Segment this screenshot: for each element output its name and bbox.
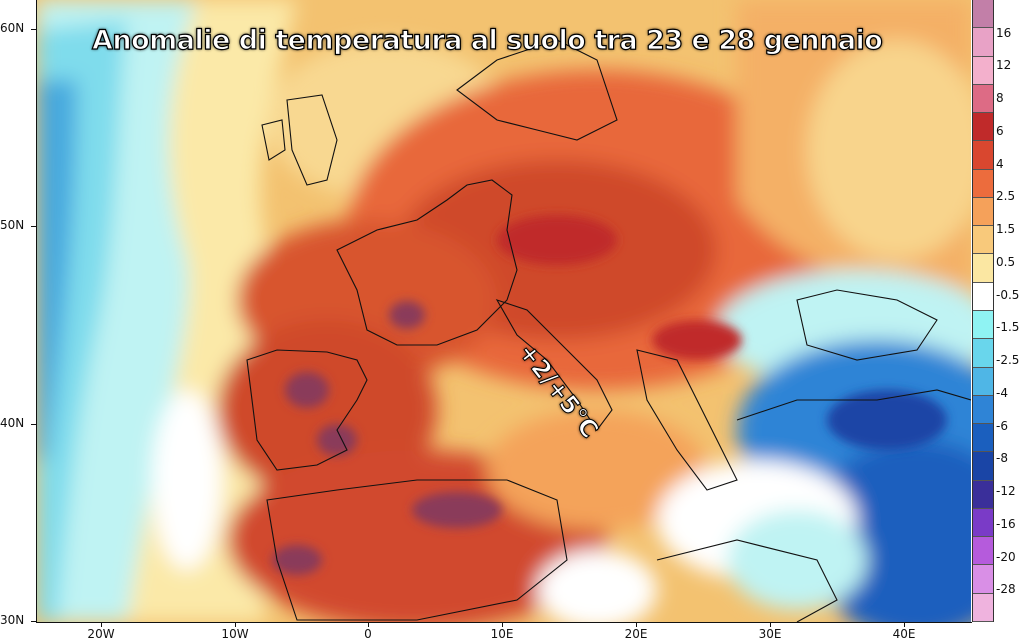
lat-label-40n: 40N xyxy=(0,416,25,430)
austria-very-warm xyxy=(497,215,617,265)
legend-color-box xyxy=(973,593,993,622)
map-title: Anomalie di temperatura al suolo tra 23 … xyxy=(91,24,883,56)
atlantic-near-zero xyxy=(152,390,222,570)
legend-value-label: 4 xyxy=(996,156,1004,171)
iberia-hot-core-south xyxy=(317,424,357,456)
coastlines xyxy=(246,39,971,622)
iberia-coastline xyxy=(246,349,368,471)
lon-label-10w: 10W xyxy=(221,627,249,641)
bottom-axis-line xyxy=(36,622,972,623)
legend-color-box xyxy=(973,226,993,255)
lon-tick-10w xyxy=(235,622,236,627)
legend-color-box xyxy=(973,141,993,170)
legend-value-label: 16 xyxy=(996,25,1012,40)
legend-color-box xyxy=(973,56,993,85)
legend-color-box xyxy=(973,339,993,368)
legend-value-label: -12 xyxy=(996,484,1016,499)
balkans-very-warm xyxy=(652,320,742,360)
morocco-hot-core xyxy=(272,545,322,575)
legend-value-label: -2.5 xyxy=(996,353,1020,368)
black-sea-coastline xyxy=(796,289,938,361)
color-scale-legend xyxy=(972,0,994,622)
scandinavia-coastline xyxy=(456,39,618,141)
lon-tick-0 xyxy=(368,622,369,627)
legend-color-box xyxy=(973,282,993,311)
legend-value-label: 6 xyxy=(996,123,1004,138)
legend-value-label: 2.5 xyxy=(996,189,1016,204)
legend-value-label: 8 xyxy=(996,91,1004,106)
left-axis-line xyxy=(36,0,37,623)
libya-near-zero xyxy=(537,550,657,622)
lon-label-40e: 40E xyxy=(892,627,916,641)
lat-label-50n: 50N xyxy=(0,218,25,232)
lon-tick-30e xyxy=(770,622,771,627)
mediterranean-mild xyxy=(487,410,707,530)
legend-color-box xyxy=(973,197,993,227)
lat-tick-40n xyxy=(31,424,37,425)
lat-tick-60n xyxy=(31,29,37,30)
balkan-coastline xyxy=(636,349,738,491)
legend-color-box xyxy=(973,254,993,283)
legend-value-label: 1.5 xyxy=(996,222,1016,237)
legend-color-box xyxy=(973,169,993,198)
iberia-hot-core-north xyxy=(285,372,329,408)
legend-color-box xyxy=(973,452,993,481)
lat-tick-50n xyxy=(31,226,37,227)
anomaly-map: Anomalie di temperatura al suolo tra 23 … xyxy=(37,0,971,622)
lat-label-60n: 60N xyxy=(0,21,25,35)
russia-slight-warm xyxy=(807,40,971,260)
legend-color-box xyxy=(973,395,993,425)
lat-tick-30n xyxy=(31,621,37,622)
legend-color-box xyxy=(973,367,993,396)
lon-tick-20w xyxy=(101,622,102,627)
lon-label-30e: 30E xyxy=(758,627,782,641)
legend-color-box xyxy=(973,84,993,114)
legend-value-label: -0.5 xyxy=(996,287,1020,302)
legend-color-box xyxy=(973,508,993,538)
lon-tick-10e xyxy=(502,622,503,627)
egypt-coastline xyxy=(656,539,838,622)
atlantic-colder-zone xyxy=(37,80,77,460)
legend-value-label: 12 xyxy=(996,58,1012,73)
massif-central-hot-core xyxy=(389,301,425,329)
lat-label-30n: 30N xyxy=(0,613,25,627)
great-britain-coastline xyxy=(286,94,338,186)
lon-label-10e: 10E xyxy=(490,627,514,641)
legend-color-box xyxy=(973,28,993,57)
lon-label-0: 0 xyxy=(364,627,372,641)
legend-color-box xyxy=(973,113,993,142)
legend-color-box xyxy=(973,311,993,340)
legend-color-box xyxy=(973,0,993,29)
ireland-coastline xyxy=(261,119,286,161)
legend-value-label: -16 xyxy=(996,516,1016,531)
lon-tick-20e xyxy=(636,622,637,627)
map-canvas xyxy=(37,0,971,622)
egypt-cool xyxy=(727,510,867,610)
north-africa-coastline xyxy=(266,479,568,621)
legend-value-label: 0.5 xyxy=(996,254,1016,269)
turkey-coastline xyxy=(736,389,971,421)
legend-color-box xyxy=(973,565,993,594)
legend-value-label: -8 xyxy=(996,451,1008,466)
legend-color-box xyxy=(973,537,993,566)
lon-tick-40e xyxy=(904,622,905,627)
legend-value-label: -1.5 xyxy=(996,320,1020,335)
legend-color-box xyxy=(973,480,993,509)
lon-label-20e: 20E xyxy=(624,627,648,641)
legend-value-label: -20 xyxy=(996,549,1016,564)
lon-label-20w: 20W xyxy=(87,627,115,641)
legend-value-label: -28 xyxy=(996,582,1016,597)
italy-coastline xyxy=(495,299,613,431)
legend-value-label: -6 xyxy=(996,418,1008,433)
anatolia-very-cold xyxy=(827,390,947,450)
legend-value-label: -4 xyxy=(996,385,1008,400)
legend-color-box xyxy=(973,424,993,453)
atlas-hot-core xyxy=(412,492,502,528)
france-coastline xyxy=(336,179,518,346)
